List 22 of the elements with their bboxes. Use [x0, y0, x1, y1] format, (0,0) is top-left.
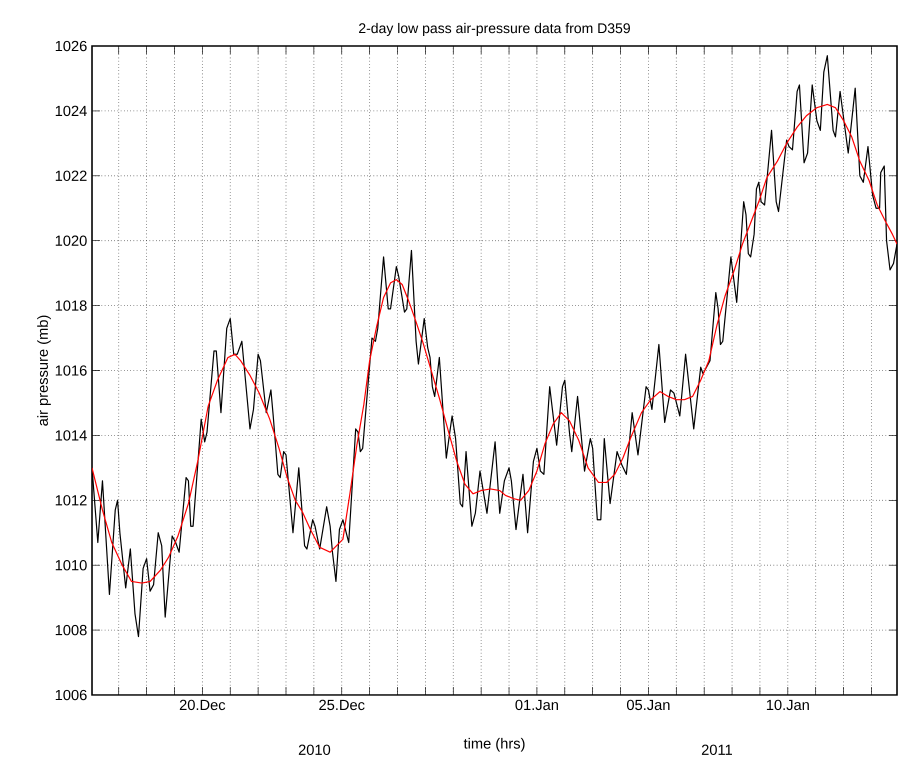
y-tick-label: 1020 — [56, 236, 87, 246]
x-axis-title: time (hrs) — [464, 738, 525, 752]
x-tick-label: 20.Dec — [180, 700, 226, 710]
y-tick-label: 1026 — [56, 40, 87, 52]
text: 2011 — [702, 744, 732, 755]
y-tick-label: 1012 — [56, 495, 87, 506]
y-tick-label: 1010 — [56, 560, 87, 570]
y-axis-title: air pressure (mb) — [37, 316, 51, 426]
y-tick-label: 1024 — [56, 106, 87, 116]
y-tick-label: 1022 — [56, 170, 87, 181]
line-series — [92, 104, 898, 584]
y-tick-label: 1018 — [56, 300, 87, 311]
y-tick-label: 1016 — [56, 365, 87, 376]
y-tick-label: 1008 — [56, 624, 87, 636]
x-tick-label: 01.Jan — [515, 700, 558, 710]
x-tick-label: 25.Dec — [319, 700, 365, 710]
text: 2010 — [298, 744, 330, 755]
chart-title: 2-day low pass air-pressure data from D359 — [359, 22, 630, 36]
y-tick-label: 1014 — [56, 430, 87, 441]
x-tick-label: 05.Jan — [626, 700, 670, 710]
y-tick-label: 1006 — [56, 690, 87, 700]
x-tick-label: 10.Jan — [766, 700, 809, 710]
